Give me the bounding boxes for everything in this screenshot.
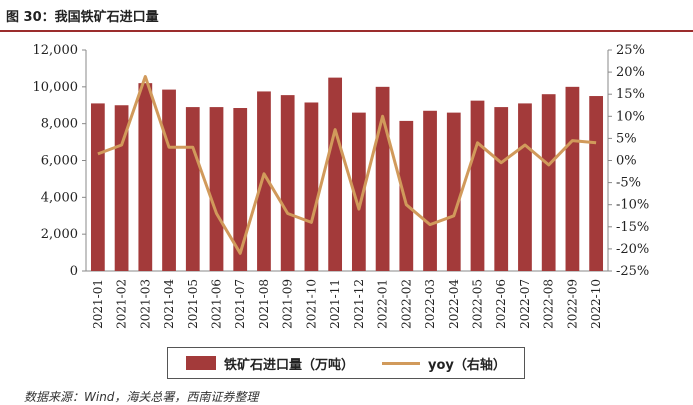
bar	[565, 86, 580, 271]
x-tick-label: 2022-08	[542, 279, 556, 329]
x-tick-label: 2022-01	[376, 279, 390, 329]
right-tick-label: -10%	[616, 198, 649, 213]
right-tick-label: 10%	[616, 109, 645, 124]
bar	[162, 89, 176, 272]
bar	[304, 102, 319, 271]
x-tick-label: 2022-05	[471, 279, 485, 329]
bar	[375, 86, 390, 271]
bar	[589, 96, 604, 272]
left-tick-label: 10,000	[33, 80, 79, 95]
legend-line-swatch	[382, 361, 421, 365]
right-tick-label: 5%	[616, 131, 637, 146]
x-tick-label: 2021-08	[257, 279, 271, 329]
left-tick-label: 12,000	[33, 43, 79, 58]
bar	[185, 107, 200, 271]
bar	[280, 95, 295, 271]
x-tick-label: 2021-03	[138, 279, 152, 329]
bar	[351, 112, 366, 271]
bar	[494, 107, 509, 271]
right-tick-label: 20%	[616, 65, 645, 80]
x-tick-label: 2021-05	[186, 279, 200, 329]
bar	[423, 110, 437, 272]
legend-bar-label: 铁矿石进口量（万吨）	[224, 357, 355, 373]
right-tick-label: -20%	[616, 242, 649, 257]
left-tick-label: 8,000	[41, 117, 78, 132]
x-tick-label: 2022-03	[423, 279, 437, 329]
left-tick-label: 2,000	[41, 227, 78, 242]
x-tick-label: 2022-06	[494, 279, 508, 329]
bar	[518, 103, 532, 272]
x-tick-label: 2021-12	[352, 279, 366, 329]
title-divider	[0, 30, 693, 32]
x-tick-label: 2022-10	[589, 279, 603, 329]
x-tick-label: 2021-10	[304, 279, 318, 329]
legend: 铁矿石进口量（万吨） yoy（右轴）	[167, 347, 525, 379]
right-tick-label: -5%	[616, 176, 641, 191]
right-tick-label: 0%	[616, 154, 637, 169]
bar	[399, 120, 414, 271]
bar	[257, 91, 271, 271]
x-tick-label: 2022-07	[518, 279, 532, 329]
left-tick-label: 0	[70, 264, 78, 279]
x-tick-label: 2021-09	[281, 279, 295, 329]
right-tick-label: 15%	[616, 87, 645, 102]
right-tick-label: -25%	[616, 264, 649, 279]
x-tick-label: 2021-11	[328, 279, 342, 329]
x-tick-label: 2021-02	[115, 279, 129, 329]
bar	[233, 108, 248, 271]
yoy-line	[97, 75, 597, 255]
x-tick-label: 2022-04	[447, 279, 461, 329]
bar	[138, 83, 153, 272]
bar	[446, 112, 461, 271]
bar	[470, 100, 485, 271]
x-tick-label: 2022-02	[399, 279, 413, 329]
chart-title: 图 30：我国铁矿石进口量	[6, 10, 159, 25]
x-tick-label: 2021-06	[210, 279, 224, 329]
bar	[328, 77, 343, 271]
x-tick-label: 2021-07	[233, 279, 247, 329]
bar	[209, 107, 224, 271]
right-tick-label: 25%	[616, 43, 645, 58]
source-note: 数据来源：Wind，海关总署，西南证券整理	[24, 390, 259, 404]
x-tick-label: 2022-09	[565, 279, 579, 329]
legend-line-label: yoy（右轴）	[428, 357, 506, 373]
left-tick-label: 6,000	[41, 154, 78, 169]
x-tick-label: 2021-01	[91, 279, 105, 329]
left-tick-label: 4,000	[41, 190, 78, 205]
bar	[90, 103, 105, 272]
bar	[541, 94, 556, 271]
x-tick-label: 2021-04	[162, 279, 176, 329]
legend-bar-swatch	[186, 356, 216, 370]
right-tick-label: -15%	[616, 220, 649, 235]
